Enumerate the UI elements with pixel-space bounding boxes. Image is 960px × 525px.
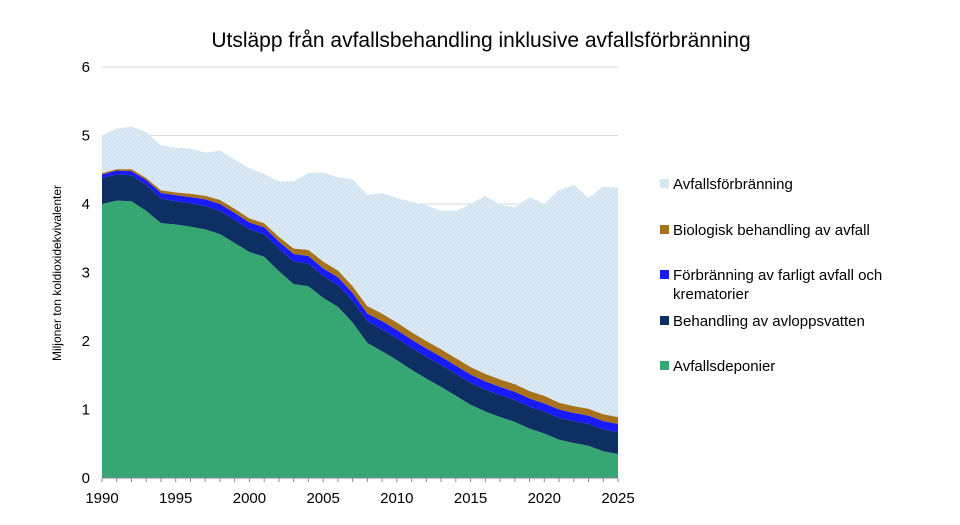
x-tick-label: 2020	[528, 490, 561, 507]
x-tick-label: 2010	[380, 490, 413, 507]
y-axis-label: Miljoner ton koldioxidekvivalenter	[50, 185, 64, 361]
x-tick-label: 1990	[85, 490, 118, 507]
x-tick-label: 2025	[601, 490, 634, 507]
area-avfallsdeponier	[102, 200, 618, 478]
y-tick-label: 5	[82, 128, 90, 145]
area-series	[102, 126, 618, 478]
chart-title: Utsläpp från avfallsbehandling inklusive…	[211, 29, 750, 52]
area-behandling-av-avloppsvatten	[102, 174, 618, 455]
y-tick-label: 6	[82, 59, 90, 76]
x-tick-label: 1995	[159, 490, 192, 507]
area-avfallsförbränning	[102, 126, 618, 418]
legend-item: Behandling av avloppsvatten	[660, 313, 865, 330]
legend-swatch	[660, 179, 669, 188]
y-tick-label: 4	[82, 196, 90, 213]
area-biologisk-behandling-av-avfall	[102, 169, 618, 424]
y-tick-label: 1	[82, 402, 90, 419]
x-tick-label: 2005	[306, 490, 339, 507]
legend-item: Avfallsdeponier	[660, 358, 775, 375]
axes: 0 1 2 3 4 5 6 1990 1995 2000 2005 2010 2015 2020 2025	[82, 59, 635, 507]
y-tick-label: 0	[82, 470, 90, 487]
legend-label: Avfallsförbränning	[673, 176, 793, 193]
legend-label: Biologisk behandling av avfall	[673, 222, 870, 239]
legend: Avfallsförbränning Biologisk behandling a…	[660, 176, 882, 375]
legend-label: Förbränning av farligt avfall och	[673, 267, 882, 284]
y-tick-label: 2	[82, 333, 90, 350]
x-tick-label: 2000	[233, 490, 266, 507]
legend-item: Avfallsförbränning	[660, 176, 793, 193]
legend-swatch	[660, 270, 669, 279]
legend-label: Avfallsdeponier	[673, 358, 775, 375]
legend-swatch	[660, 361, 669, 370]
legend-label: krematorier	[673, 286, 749, 303]
legend-swatch	[660, 225, 669, 234]
legend-label: Behandling av avloppsvatten	[673, 313, 865, 330]
legend-item: Förbränning av farligt avfall och kremato…	[660, 267, 882, 303]
x-tick-label: 2015	[454, 490, 487, 507]
legend-item: Biologisk behandling av avfall	[660, 222, 870, 239]
legend-swatch	[660, 316, 669, 325]
y-tick-label: 3	[82, 265, 90, 282]
